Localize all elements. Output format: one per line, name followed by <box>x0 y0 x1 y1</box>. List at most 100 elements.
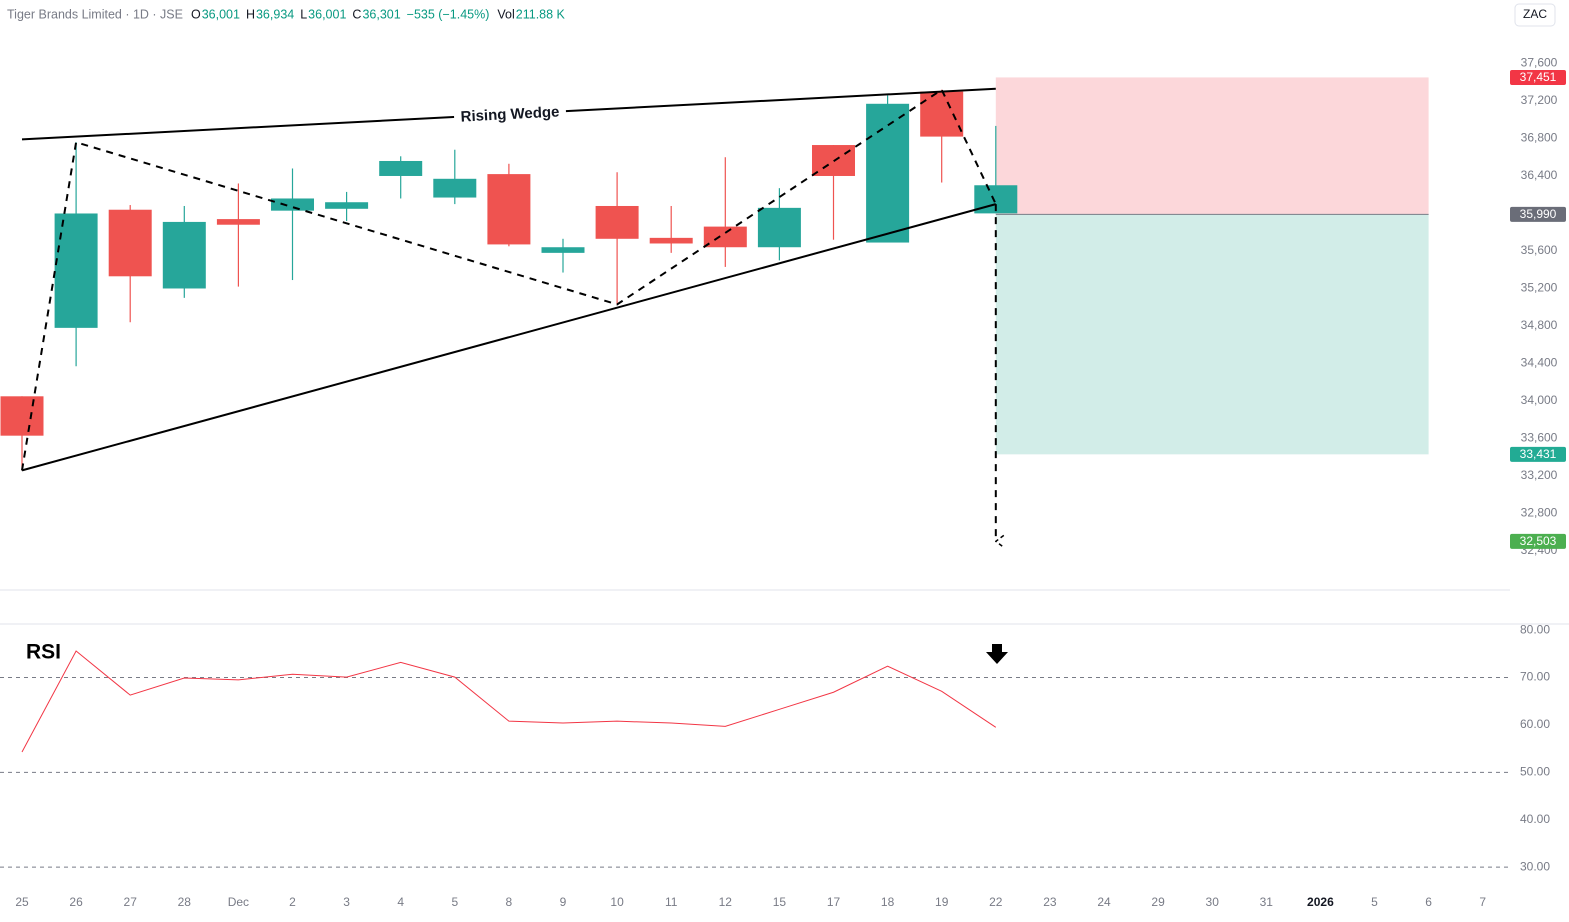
x-tick-label: 4 <box>397 895 404 909</box>
wedge-label: Rising Wedge <box>460 103 560 125</box>
x-tick-label: 25 <box>15 895 29 909</box>
y-tick-label: 34,800 <box>1521 318 1558 332</box>
y-tick-label: 36,400 <box>1521 168 1558 182</box>
candle-body <box>325 202 369 209</box>
currency[interactable]: ZAC <box>1523 7 1547 21</box>
candle-body <box>216 219 260 225</box>
price-tag-label: 35,990 <box>1520 207 1557 221</box>
price-tag-label: 37,451 <box>1520 70 1557 84</box>
x-tick-label: 9 <box>560 895 567 909</box>
ohlc-key: C <box>352 7 361 21</box>
wedge-label-bg <box>453 101 567 127</box>
y-tick-label: 37,600 <box>1521 56 1558 70</box>
x-tick-label: 2026 <box>1307 895 1334 909</box>
x-tick-label: 23 <box>1043 895 1057 909</box>
rsi-line <box>21 650 997 753</box>
candle-body <box>595 205 639 239</box>
x-tick-label: 22 <box>989 895 1003 909</box>
candle-body <box>108 209 152 277</box>
ohlc-key: O <box>191 7 201 21</box>
x-tick-label: 19 <box>935 895 949 909</box>
price-tag <box>1510 206 1566 222</box>
volume: 211.88 K <box>516 7 566 21</box>
x-tick-label: 5 <box>451 895 458 909</box>
y-tick-label: 30.00 <box>1520 859 1550 873</box>
ohlc-value: 36,301 <box>362 7 400 21</box>
volume-key: Vol <box>497 7 514 21</box>
x-tick-label: 8 <box>506 895 513 909</box>
wedge-line <box>21 203 997 472</box>
x-tick-label: 12 <box>719 895 733 909</box>
y-tick-label: 60.00 <box>1520 717 1550 731</box>
candle-body <box>162 221 206 289</box>
candle-body <box>379 160 423 176</box>
candle-body <box>866 103 910 243</box>
x-tick-label: 31 <box>1260 895 1274 909</box>
x-tick-label: 7 <box>1479 895 1486 909</box>
y-tick-label: 34,000 <box>1521 393 1558 407</box>
y-tick-label: 70.00 <box>1520 670 1550 684</box>
y-tick-label: 80.00 <box>1520 622 1550 636</box>
x-tick-label: 5 <box>1371 895 1378 909</box>
candle-body <box>920 91 964 137</box>
header: Tiger Brands Limited · 1D · JSE O 36,001 H… <box>7 7 566 21</box>
x-tick-label: 26 <box>69 895 83 909</box>
y-tick-label: 36,800 <box>1521 131 1558 145</box>
rsi-title: RSI <box>26 641 61 664</box>
price-tag-label: 32,503 <box>1520 534 1557 548</box>
y-tick-label: 33,200 <box>1521 468 1558 482</box>
candle-body <box>757 207 801 248</box>
ohlc-value: 36,001 <box>308 7 346 21</box>
x-tick-label: 28 <box>178 895 192 909</box>
price-tag <box>1510 446 1566 462</box>
candle-body <box>649 237 693 244</box>
price-tag <box>1510 533 1566 549</box>
symbol: Tiger Brands Limited · 1D · JSE <box>7 7 183 21</box>
x-tick-label: 10 <box>610 895 624 909</box>
ohlc-key: H <box>246 7 255 21</box>
y-tick-label: 34,400 <box>1521 356 1558 370</box>
candle-body <box>541 247 585 253</box>
x-tick-label: 3 <box>343 895 350 909</box>
candle-body <box>703 226 747 248</box>
stop-zone <box>995 77 1429 215</box>
candle-body <box>487 174 531 245</box>
change: −535 (−1.45%) <box>407 7 490 21</box>
y-tick-label: 35,200 <box>1521 281 1558 295</box>
wedge-label-group: Rising Wedge <box>453 101 567 127</box>
candle-body <box>271 198 314 211</box>
price-tag-label: 33,431 <box>1520 447 1557 461</box>
y-tick-label: 40.00 <box>1520 812 1550 826</box>
ohlc-value: 36,001 <box>202 7 240 21</box>
candle-body <box>54 213 98 328</box>
price-tag <box>1510 69 1566 85</box>
x-tick-label: Dec <box>228 895 249 909</box>
y-tick-label: 35,600 <box>1521 243 1558 257</box>
x-tick-label: 15 <box>773 895 787 909</box>
ohlc-value: 36,934 <box>256 7 294 21</box>
signal-arrow <box>986 644 1008 664</box>
candle-body <box>433 178 477 198</box>
ohlc-key: L <box>300 7 307 21</box>
x-tick-label: 2 <box>289 895 296 909</box>
x-tick-label: 17 <box>827 895 841 909</box>
target-zone <box>995 214 1429 455</box>
x-tick-label: 24 <box>1097 895 1111 909</box>
y-tick-label: 33,600 <box>1521 431 1558 445</box>
pattern-zigzag <box>21 88 997 471</box>
currency-button[interactable] <box>1514 3 1556 27</box>
x-tick-label: 11 <box>665 895 678 909</box>
x-tick-label: 30 <box>1206 895 1220 909</box>
y-tick-label: 32,800 <box>1521 506 1558 520</box>
y-tick-label: 37,200 <box>1521 93 1558 107</box>
y-tick-label: 50.00 <box>1520 765 1550 779</box>
x-tick-label: 29 <box>1151 895 1165 909</box>
x-tick-label: 18 <box>881 895 895 909</box>
x-tick-label: 27 <box>124 895 138 909</box>
candle-body <box>0 396 44 436</box>
x-tick-label: 6 <box>1425 895 1432 909</box>
